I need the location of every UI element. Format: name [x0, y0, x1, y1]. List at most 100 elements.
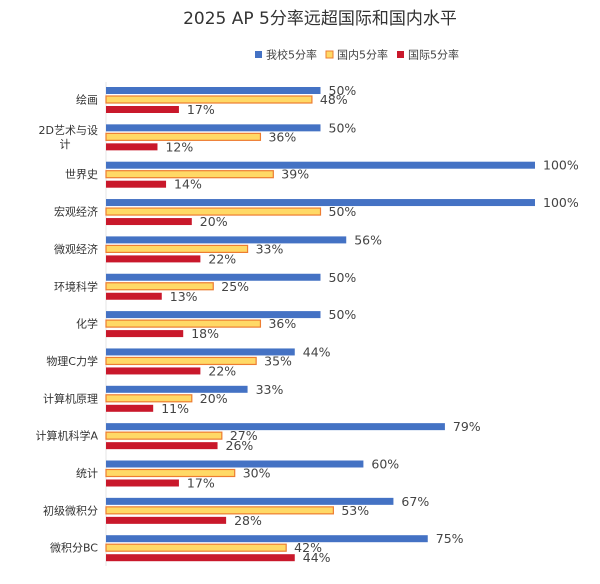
bar-0-2 [106, 161, 535, 169]
legend-label-1: 国内5分率 [337, 48, 388, 62]
data-label-2-3: 20% [200, 214, 228, 229]
bar-2-7 [106, 367, 201, 375]
data-label-2-2: 14% [174, 177, 202, 192]
data-label-1-8: 20% [200, 391, 228, 406]
bar-2-9 [106, 442, 218, 450]
category-label: 环境科学 [54, 279, 98, 293]
bar-2-12 [106, 554, 295, 562]
data-label-0-10: 60% [371, 457, 399, 472]
data-label-0-9: 79% [453, 419, 481, 434]
bar-1-8 [105, 394, 193, 403]
bar-1-11 [105, 506, 334, 515]
data-label-1-1: 36% [268, 129, 296, 144]
category-label: 微观经济 [54, 242, 98, 256]
bar-1-10 [105, 468, 236, 478]
legend-label-2: 国际5分率 [408, 48, 459, 62]
bar-2-3 [106, 218, 192, 226]
data-label-1-9: 27% [230, 428, 258, 443]
legend-swatch-1 [325, 50, 334, 59]
category-label: 世界史 [65, 168, 98, 181]
bar-2-0 [106, 106, 179, 113]
data-label-2-4: 22% [208, 251, 236, 266]
data-label-0-8: 33% [256, 382, 284, 397]
bar-2-2 [106, 180, 167, 188]
bar-0-1 [106, 124, 321, 132]
bar-1-9 [105, 431, 223, 440]
category-label: 化学 [76, 317, 98, 331]
data-label-1-7: 35% [264, 353, 292, 368]
bar-1-0 [105, 95, 313, 104]
data-label-0-2: 100% [543, 158, 579, 173]
data-label-1-0: 48% [320, 92, 348, 107]
legend-swatch-0 [255, 51, 262, 58]
data-label-2-12: 44% [303, 550, 331, 565]
bar-2-11 [106, 516, 227, 524]
bar-1-4 [105, 244, 249, 253]
category-label: 2D艺术与设 [39, 124, 98, 137]
data-label-0-6: 50% [329, 307, 357, 322]
bar-0-11 [106, 497, 394, 505]
data-label-0-5: 50% [329, 270, 357, 285]
data-label-2-1: 12% [165, 139, 193, 154]
data-label-0-7: 44% [303, 344, 331, 359]
data-label-2-10: 17% [187, 476, 215, 491]
bar-1-1 [105, 132, 262, 141]
data-label-2-5: 13% [170, 289, 198, 304]
data-label-2-6: 18% [191, 326, 219, 341]
bar-0-7 [106, 348, 295, 356]
category-label: 绘画 [76, 93, 98, 107]
category-label: 计 [60, 138, 71, 151]
data-label-2-11: 28% [234, 513, 262, 528]
category-label: 统计 [76, 467, 98, 480]
data-label-1-6: 36% [268, 316, 296, 331]
data-label-1-5: 25% [221, 279, 249, 294]
data-label-2-7: 22% [208, 363, 236, 378]
bar-1-6 [105, 319, 262, 328]
bar-0-5 [106, 273, 321, 281]
bar-1-2 [105, 170, 274, 179]
category-label: 初级微积分 [43, 503, 98, 517]
bar-0-8 [106, 385, 248, 393]
data-label-1-4: 33% [256, 241, 284, 256]
chart-title: 2025 AP 5分率远超国际和国内水平 [183, 9, 457, 29]
legend: 我校5分率 国内5分率 国际5分率 [255, 48, 459, 62]
data-label-1-12: 42% [294, 540, 322, 555]
bar-2-1 [106, 143, 158, 151]
data-labels: 50%48%17%50%36%12%100%39%14%100%50%20%56… [161, 83, 579, 565]
data-label-1-2: 39% [281, 167, 309, 182]
data-label-0-3: 100% [543, 195, 579, 210]
data-label-1-11: 53% [341, 503, 369, 518]
bar-0-9 [106, 423, 445, 431]
data-label-0-1: 50% [329, 120, 357, 135]
bar-0-12 [106, 535, 428, 543]
legend-label-0: 我校5分率 [266, 48, 317, 62]
data-label-2-9: 26% [226, 438, 254, 453]
bar-2-10 [106, 479, 179, 487]
data-label-0-4: 56% [354, 232, 382, 247]
bar-2-8 [106, 404, 154, 412]
data-label-1-3: 50% [329, 204, 357, 219]
data-label-1-10: 30% [243, 466, 271, 481]
bar-2-5 [106, 292, 162, 300]
bar-1-3 [105, 207, 322, 216]
category-label: 计算机科学A [35, 429, 98, 443]
bars [105, 87, 535, 562]
bar-0-3 [106, 199, 535, 207]
category-label: 计算机原理 [43, 391, 98, 405]
legend-swatch-2 [397, 51, 404, 58]
category-label: 宏观经济 [54, 205, 98, 219]
category-label: 物理C力学 [46, 354, 98, 368]
data-label-0-11: 67% [401, 494, 429, 509]
data-label-2-8: 11% [161, 401, 189, 416]
bar-1-5 [105, 282, 214, 291]
category-labels: 绘画 2D艺术与设计世界史宏观经济微观经济环境科学化学物理C力学计算机原理计算机科… [35, 93, 98, 555]
category-label: 微积分BC [50, 541, 98, 555]
bar-0-10 [106, 460, 364, 468]
data-label-0-0: 50% [329, 83, 357, 98]
bar-0-4 [106, 236, 347, 244]
data-label-0-12: 75% [436, 531, 464, 546]
bar-2-6 [106, 330, 184, 338]
bar-2-4 [106, 255, 201, 263]
data-label-2-0: 17% [187, 102, 215, 117]
